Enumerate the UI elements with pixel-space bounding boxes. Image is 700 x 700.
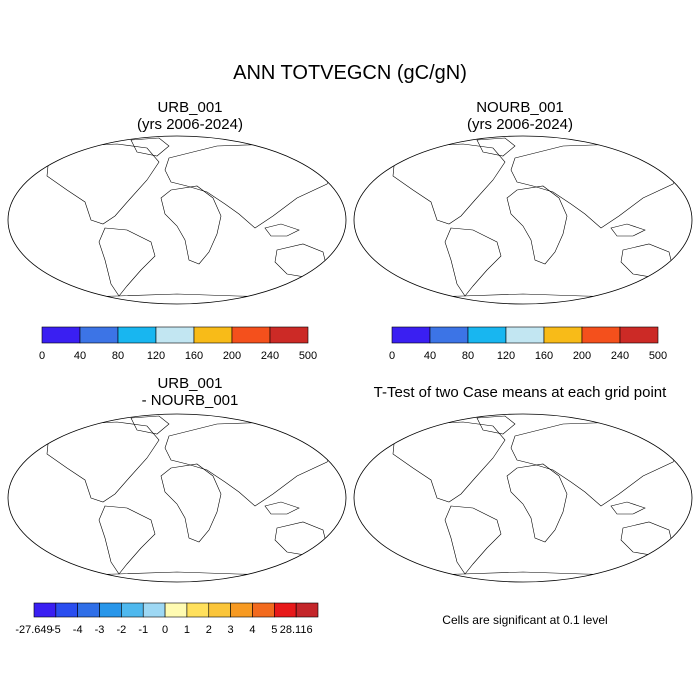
colorbar-diff-swatch bbox=[33, 602, 57, 618]
colorbar-urb: 0 40 80 120 160 200 240 500 bbox=[39, 326, 317, 362]
colorbar-diff-tick: 3 bbox=[228, 624, 234, 636]
colorbar-diff-swatch bbox=[252, 602, 275, 618]
colorbar-nourb: 0 40 80 120 160 200 240 500 bbox=[389, 326, 667, 362]
colorbar-diff-tick: -2 bbox=[116, 624, 126, 636]
colorbar-urb-tick: 160 bbox=[185, 350, 203, 362]
colorbar-diff-swatch bbox=[186, 602, 210, 618]
figure-title: ANN TOTVEGCN (gC/gN) bbox=[233, 62, 467, 84]
map-frame-nourb bbox=[353, 135, 693, 305]
colorbar-nourb-swatch bbox=[619, 326, 659, 344]
colorbar-diff-swatch bbox=[55, 602, 78, 618]
colorbar-diff-tick: -4 bbox=[73, 624, 83, 636]
colorbar-diff-swatch bbox=[274, 602, 297, 618]
colorbar-diff-swatch bbox=[208, 602, 231, 618]
map-frame-ttest bbox=[353, 413, 693, 583]
colorbar-diff-swatch bbox=[164, 602, 188, 618]
panel-title-nourb: NOURB_001 (yrs 2006-2024) bbox=[360, 99, 680, 133]
map-urb-panel bbox=[7, 135, 347, 305]
colorbar-urb-tick: 0 bbox=[39, 350, 45, 362]
colorbar-diff-tick: 4 bbox=[249, 624, 255, 636]
colorbar-urb-tick: 40 bbox=[74, 350, 86, 362]
colorbar-nourb-tick: 80 bbox=[462, 350, 474, 362]
colorbar-nourb-tick: 0 bbox=[389, 350, 395, 362]
colorbar-diff-swatch bbox=[77, 602, 100, 618]
map-ttest-panel bbox=[353, 413, 693, 583]
colorbar-diff-tick: -3 bbox=[95, 624, 105, 636]
panel-title-diff-line1: URB_001 bbox=[157, 375, 223, 392]
colorbar-nourb-swatch bbox=[505, 326, 545, 344]
colorbar-urb-swatch bbox=[155, 326, 195, 344]
panel-title-diff-line2: - NOURB_001 bbox=[141, 392, 239, 409]
colorbar-diff-swatch bbox=[121, 602, 144, 618]
colorbar-nourb-swatch bbox=[543, 326, 583, 344]
colorbar-diff-tick: 2 bbox=[206, 624, 212, 636]
colorbar-urb-tick: 240 bbox=[261, 350, 279, 362]
colorbar-nourb-tick: 160 bbox=[535, 350, 553, 362]
colorbar-urb-tick: 80 bbox=[112, 350, 124, 362]
panel-title-diff: URB_001 - NOURB_001 bbox=[30, 375, 350, 409]
colorbar-diff-tick: 0 bbox=[162, 624, 168, 636]
colorbar-diff-tick: -1 bbox=[138, 624, 148, 636]
panel-title-ttest-line1: T-Test of two Case means at each grid po… bbox=[373, 384, 667, 401]
map-nourb-panel bbox=[353, 135, 693, 305]
colorbar-urb-swatch bbox=[79, 326, 119, 344]
panel-title-urb-line2: (yrs 2006-2024) bbox=[137, 116, 243, 133]
colorbar-urb-swatch bbox=[269, 326, 309, 344]
colorbar-nourb-tick: 500 bbox=[649, 350, 667, 362]
panel-title-urb: URB_001 (yrs 2006-2024) bbox=[30, 99, 350, 133]
colorbar-diff-tick: 28.116 bbox=[280, 624, 313, 636]
map-diff-panel bbox=[7, 413, 347, 583]
panel-title-urb-line1: URB_001 bbox=[157, 99, 223, 116]
colorbar-diff-tick: 1 bbox=[184, 624, 190, 636]
panel-title-nourb-line2: (yrs 2006-2024) bbox=[467, 116, 573, 133]
colorbar-urb-tick: 200 bbox=[223, 350, 241, 362]
colorbar-nourb-tick: 200 bbox=[573, 350, 591, 362]
colorbar-diff-swatch bbox=[295, 602, 319, 618]
colorbar-urb-swatch bbox=[193, 326, 233, 344]
colorbar-nourb-tick: 240 bbox=[611, 350, 629, 362]
colorbar-urb-tick: 120 bbox=[147, 350, 165, 362]
colorbar-urb-swatch bbox=[41, 326, 81, 344]
colorbar-nourb-swatch bbox=[581, 326, 621, 344]
colorbar-diff-swatch bbox=[99, 602, 122, 618]
colorbar-nourb-tick: 120 bbox=[497, 350, 515, 362]
panel-title-ttest: T-Test of two Case means at each grid po… bbox=[345, 384, 695, 401]
colorbar-diff-swatch bbox=[142, 602, 166, 618]
colorbar-urb-swatch bbox=[117, 326, 157, 344]
colorbar-diff-tick: 5 bbox=[271, 624, 277, 636]
colorbar-urb-swatch bbox=[231, 326, 271, 344]
colorbar-urb-tick: 500 bbox=[299, 350, 317, 362]
panel-title-nourb-line1: NOURB_001 bbox=[476, 99, 564, 116]
colorbar-nourb-tick: 40 bbox=[424, 350, 436, 362]
colorbar-nourb-swatch bbox=[429, 326, 469, 344]
colorbar-diff-tick: -27.649 bbox=[15, 624, 52, 636]
significance-note: Cells are significant at 0.1 level bbox=[442, 613, 608, 627]
colorbar-nourb-swatch bbox=[391, 326, 431, 344]
map-frame-diff bbox=[7, 413, 347, 583]
colorbar-diff: -27.649-5 -4 -3 -2 -1 0 1 2 3 4 5 28.116 bbox=[15, 602, 319, 636]
colorbar-diff-tick: -5 bbox=[51, 624, 61, 636]
colorbar-diff-swatch bbox=[230, 602, 253, 618]
colorbar-nourb-swatch bbox=[467, 326, 507, 344]
map-frame-urb bbox=[7, 135, 347, 305]
